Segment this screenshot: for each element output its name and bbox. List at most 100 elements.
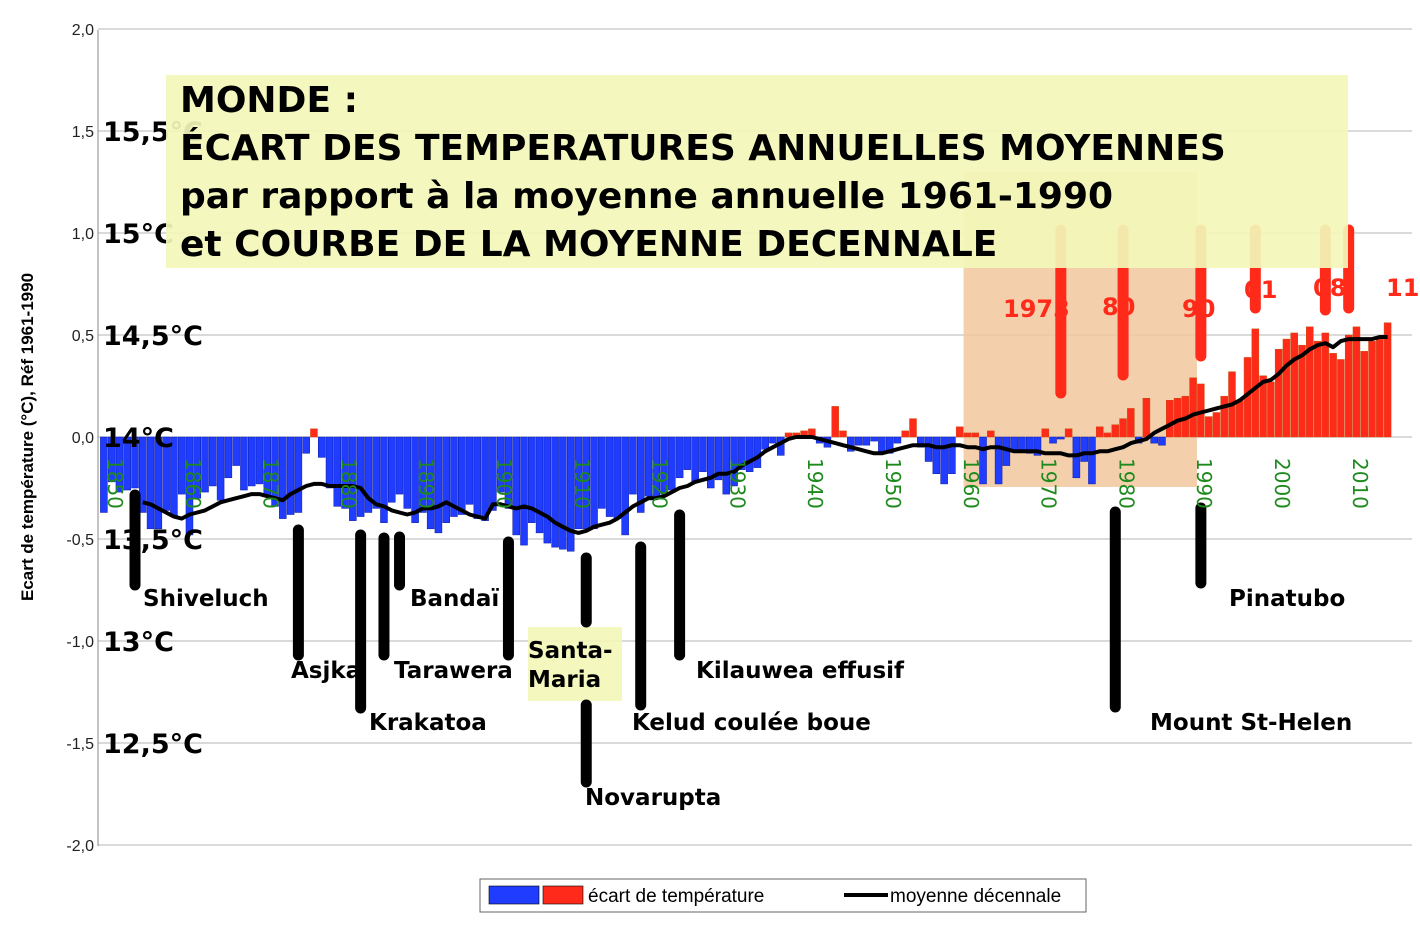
temperature-bar — [955, 426, 964, 438]
temperature-bar — [613, 436, 622, 519]
temperature-bar — [1282, 338, 1291, 438]
temperature-bar — [271, 436, 279, 507]
temperature-bar — [987, 430, 995, 438]
x-tick-label: 1920 — [648, 458, 672, 509]
temperature-bar — [901, 430, 909, 438]
temperature-bar — [1220, 395, 1228, 438]
y-tick-label: -1,5 — [66, 736, 94, 753]
temperature-bar — [201, 436, 209, 493]
temperature-bar — [1111, 424, 1120, 438]
temperature-bar — [948, 436, 956, 474]
temperature-bar — [675, 436, 684, 479]
x-tick-label: 1940 — [803, 458, 827, 509]
temperature-bar — [341, 436, 349, 509]
temperature-bar — [489, 436, 497, 511]
temperature-bar — [1057, 436, 1065, 440]
temperature-bar — [426, 436, 435, 530]
temperature-bar — [450, 436, 458, 517]
temperature-bar — [115, 436, 124, 493]
hot-year-label: 80 — [1102, 293, 1135, 321]
temperature-bar — [598, 436, 606, 509]
y-tick-label: 1,0 — [72, 226, 94, 243]
temperature-bar — [1049, 436, 1057, 444]
temperature-bar — [1267, 381, 1275, 438]
legend-line-label: moyenne décennale — [890, 886, 1061, 907]
temperature-bar — [512, 436, 520, 536]
eruption-label: Santa- — [528, 638, 613, 664]
hot-year-label: 11 — [1386, 274, 1419, 302]
temperature-bar — [839, 430, 847, 438]
temperature-bar — [683, 436, 692, 470]
temperature-bar — [193, 436, 201, 499]
eruption-label: Maria — [528, 667, 601, 693]
eruption-label: Shiveluch — [143, 586, 269, 612]
celsius-scale-label: 14,5°C — [103, 321, 203, 352]
temperature-bar — [458, 436, 466, 515]
temperature-bar — [535, 436, 544, 534]
x-tick-label: 1930 — [725, 458, 749, 509]
temperature-bar — [559, 436, 567, 550]
y-tick-label: 0,5 — [72, 328, 94, 345]
temperature-bar — [240, 436, 248, 491]
temperature-bar — [574, 436, 583, 530]
x-tick-label: 1990 — [1192, 458, 1216, 509]
temperature-bar — [1212, 412, 1221, 438]
temperature-bar — [403, 436, 412, 509]
temperature-bar — [520, 436, 528, 546]
temperature-bar — [1158, 436, 1166, 446]
x-tick-label: 1970 — [1037, 458, 1061, 509]
temperature-bar — [1352, 326, 1361, 438]
temperature-bar — [761, 436, 769, 450]
decadal-average-line — [142, 335, 1388, 535]
temperature-bar — [356, 436, 365, 517]
hot-year-label: 90 — [1182, 295, 1215, 323]
eruption-label: Novarupta — [585, 785, 721, 811]
celsius-scale-label: 13°C — [103, 627, 174, 658]
celsius-scale-label: 13,5°C — [103, 525, 203, 556]
temperature-bar — [909, 418, 917, 438]
y-tick-label: -2,0 — [66, 838, 94, 855]
temperature-bar — [177, 436, 186, 495]
legend: écart de température moyenne décennale — [479, 878, 1087, 913]
temperature-bar — [1150, 436, 1158, 444]
temperature-bar — [1119, 418, 1127, 438]
celsius-scale-label: 14°C — [103, 423, 174, 454]
temperature-bar — [496, 436, 505, 493]
temperature-bar — [395, 436, 404, 495]
temperature-bar — [738, 436, 746, 470]
temperature-bar — [979, 436, 987, 485]
x-tick-label: 1880 — [336, 458, 360, 509]
temperature-bar — [465, 436, 474, 505]
x-tick-label: 1980 — [1114, 458, 1138, 509]
temperature-bar — [1088, 436, 1096, 485]
eruption-label: Kelud coulée boue — [632, 710, 871, 736]
temperature-bar — [543, 436, 552, 544]
temperature-bar — [1337, 359, 1345, 438]
eruption-label: Tarawera — [394, 658, 513, 684]
eruption-label: Pinatubo — [1229, 586, 1345, 612]
chart-title-line-3: par rapport à la moyenne annuelle 1961-1… — [180, 176, 1113, 217]
temperature-bar — [730, 436, 738, 487]
temperature-bar — [1103, 432, 1112, 438]
temperature-bar — [364, 436, 373, 513]
temperature-bar — [481, 436, 489, 521]
temperature-bar — [636, 436, 645, 513]
temperature-bar — [924, 436, 933, 462]
x-tick-label: 1860 — [181, 458, 205, 509]
temperature-bar — [1360, 351, 1368, 438]
legend-swatch-negative — [488, 885, 540, 905]
temperature-bar — [349, 436, 357, 521]
temperature-bar — [528, 436, 536, 523]
x-tick-label: 2010 — [1348, 458, 1372, 509]
eruption-label: Mount St-Helen — [1150, 710, 1352, 736]
temperature-bar — [286, 436, 295, 515]
y-tick-label: -0,5 — [66, 532, 94, 549]
temperature-bar — [854, 436, 863, 446]
temperature-bar — [473, 436, 482, 519]
y-tick-label: 1,5 — [72, 124, 94, 141]
temperature-bar — [1204, 416, 1213, 438]
legend-bar-label: écart de température — [588, 886, 764, 907]
temperature-bar — [442, 436, 450, 523]
temperature-bar — [1127, 408, 1135, 438]
temperature-bar — [224, 436, 233, 479]
